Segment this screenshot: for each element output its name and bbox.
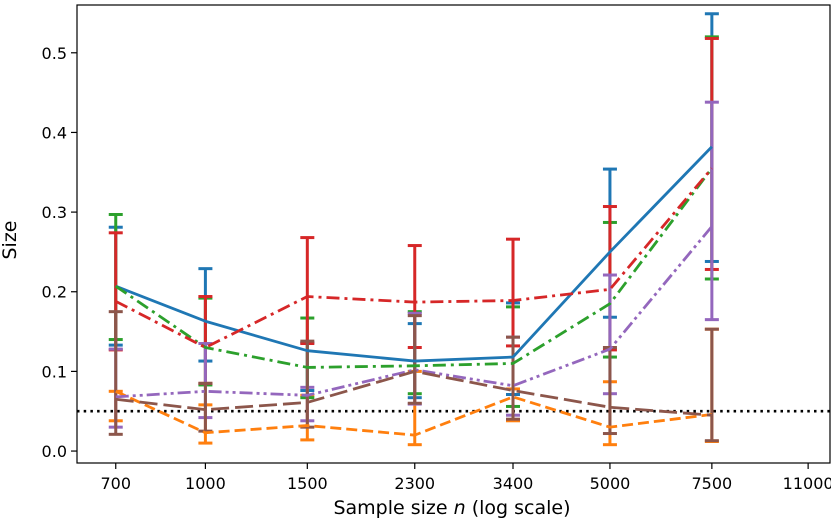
x-axis-label: Sample size n (log scale) [333, 497, 570, 519]
x-tick-label: 3400 [493, 474, 534, 493]
series-red-line [115, 167, 713, 349]
series-layer [108, 12, 719, 447]
series-green-line [114, 167, 713, 369]
x-tick-label: 11000 [783, 474, 831, 493]
series-blue-line [115, 145, 713, 363]
y-tick-label: 0.5 [42, 44, 67, 63]
y-tick-label: 0.1 [42, 362, 67, 381]
x-tick-label: 2300 [394, 474, 435, 493]
x-tick-label: 700 [100, 474, 131, 493]
y-tick-label: 0.3 [42, 203, 67, 222]
axes-layer: 0.0 0.1 0.2 0.3 0.4 0.5 700 1000 1500 2300 3400 500… [42, 4, 831, 493]
series-brown-line [115, 369, 712, 417]
x-tick-label: 1500 [287, 474, 328, 493]
x-tick-label: 1000 [185, 474, 226, 493]
series-orange-line [115, 390, 713, 437]
x-tick-label: 7500 [692, 474, 733, 493]
series-brown-errorbars [108, 310, 719, 443]
y-axis-label: Size [0, 220, 21, 259]
y-tick-label: 0.4 [42, 123, 67, 142]
x-axis-label-prefix: Sample size [333, 497, 453, 519]
x-axis-label-suffix: (log scale) [466, 497, 571, 519]
series-purple-line [115, 225, 713, 399]
y-tick-label: 0.0 [42, 442, 67, 461]
x-tick-label: 5000 [590, 474, 631, 493]
axes-frame [76, 4, 831, 464]
y-tick-label: 0.2 [42, 283, 67, 302]
x-axis-label-variable: n [454, 497, 466, 519]
